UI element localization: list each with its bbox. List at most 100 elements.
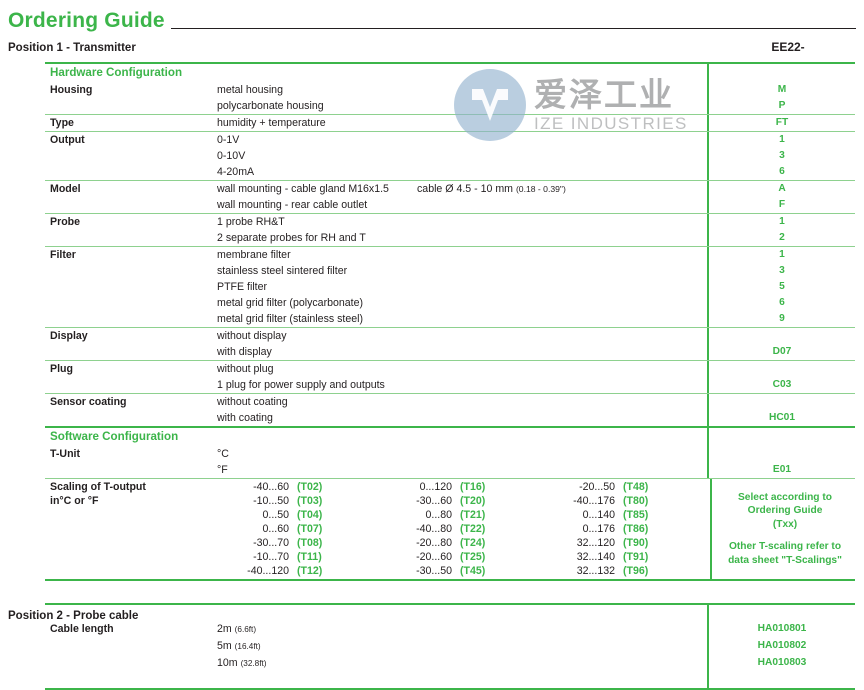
row-code: HC01 [707, 410, 855, 426]
row-code: E01 [707, 462, 855, 478]
row-description: PTFE filter [217, 281, 268, 293]
scaling-code-line: Select according to [738, 491, 832, 503]
scaling-column-3: -20...50 (T48) -40...176 (T80) 0...140 (T85… [543, 480, 706, 578]
spacer-cell [215, 605, 707, 621]
scaling-range: 0...80 [425, 509, 452, 521]
row-code: A [707, 181, 855, 197]
row-label [45, 263, 215, 279]
page-title: Ordering Guide [8, 9, 165, 32]
row-description: membrane filter [217, 249, 291, 261]
row-code: HA010801 [707, 621, 855, 638]
row-code: 6 [707, 295, 855, 311]
scaling-code-note: Other T-scaling refer to [728, 541, 842, 553]
row-label [45, 655, 215, 672]
scaling-range: -20...50 [579, 481, 615, 493]
row-description: 1 probe RH&T [217, 216, 285, 228]
scaling-range: 0...140 [582, 509, 615, 521]
row-description-note: cable Ø 4.5 - 10 mm (0.18 - 0.39") [417, 182, 566, 196]
row-label: Probe [50, 216, 81, 228]
row-label: Housing [50, 84, 93, 96]
table-row: Plug without plug [45, 360, 855, 377]
table-row: °F E01 [45, 462, 855, 478]
row-code: 3 [707, 263, 855, 279]
scaling-code: (T91) [623, 551, 649, 563]
row-label: Cable length [50, 623, 114, 635]
cable-length-feet: (32.8ft) [240, 659, 267, 668]
row-description: 5m (16.4ft) [215, 638, 707, 655]
position-1-table: Hardware Configuration Housing metal hou… [45, 62, 855, 581]
scaling-code: (T12) [297, 565, 323, 577]
scaling-entry: -30...60 (T20) [380, 494, 543, 508]
table-row: Type humidity + temperature FT [45, 114, 855, 131]
row-description: metal housing [217, 84, 283, 96]
row-description: without plug [217, 363, 274, 375]
scaling-column-2: 0...120 (T16) -30...60 (T20) 0...80 (T21) -… [380, 480, 543, 578]
scaling-range: -40...60 [253, 481, 289, 493]
row-label [45, 197, 215, 213]
scaling-entry: 0...50 (T04) [217, 508, 380, 522]
row-code [707, 446, 855, 462]
scaling-code: (T07) [297, 523, 323, 535]
spacer-cell [215, 672, 707, 688]
scaling-code: (T96) [623, 565, 649, 577]
row-label: T-Unit [50, 448, 81, 460]
row-description: polycarbonate housing [217, 100, 324, 112]
row-description: with coating [217, 412, 273, 424]
code-cell-empty [707, 428, 855, 446]
scaling-code: (T20) [460, 495, 486, 507]
row-code: 9 [707, 311, 855, 327]
scaling-entry: 0...80 (T21) [380, 508, 543, 522]
scaling-entry: -40...60 (T02) [217, 480, 380, 494]
software-configuration-group: Software Configuration T-Unit °C °F E01 … [45, 426, 855, 579]
scaling-entry: -40...120 (T12) [217, 564, 380, 578]
table-row-scaling: Scaling of T-output in°C or °F -40...60 (… [45, 478, 855, 579]
row-code: 1 [707, 214, 855, 230]
table-row: wall mounting - rear cable outlet F [45, 197, 855, 213]
scaling-range: -40...80 [416, 523, 452, 535]
scaling-entry: 32...120 (T90) [543, 536, 706, 550]
row-code [707, 361, 855, 377]
scaling-range: -40...176 [573, 495, 615, 507]
hardware-group-title: Hardware Configuration [50, 66, 183, 79]
table-row: stainless steel sintered filter 3 [45, 263, 855, 279]
spacer-cell [45, 605, 215, 621]
scaling-code: (T03) [297, 495, 323, 507]
scaling-range: -20...60 [416, 551, 452, 563]
row-label: Plug [50, 363, 73, 375]
row-label [45, 164, 215, 180]
row-code: FT [707, 115, 855, 131]
row-code: M [707, 82, 855, 98]
row-label: Display [50, 330, 88, 342]
row-label [45, 377, 215, 393]
scaling-entry: -40...176 (T80) [543, 494, 706, 508]
scaling-range: -10...50 [253, 495, 289, 507]
cable-length-feet: (6.6ft) [234, 625, 257, 634]
scaling-label-line2: in°C or °F [50, 495, 99, 507]
table-row: 5m (16.4ft) HA010802 [45, 638, 855, 655]
scaling-code: (T02) [297, 481, 323, 493]
scaling-code-line: (Txx) [772, 518, 798, 530]
scaling-column-1: -40...60 (T02) -10...50 (T03) 0...50 (T04) … [217, 480, 380, 578]
scaling-entry: 32...140 (T91) [543, 550, 706, 564]
row-description: °F [217, 464, 228, 476]
row-code [707, 328, 855, 344]
row-label [45, 638, 215, 655]
cable-length-value: 10m [217, 657, 238, 669]
scaling-range: -10...70 [253, 551, 289, 563]
cable-diameter-note: cable Ø 4.5 - 10 mm [417, 183, 513, 195]
scaling-entry: -20...60 (T25) [380, 550, 543, 564]
table-row: metal grid filter (stainless steel) 9 [45, 311, 855, 327]
row-description: 10m (32.8ft) [215, 655, 707, 672]
row-description: without coating [217, 396, 288, 408]
code-cell-empty [707, 64, 855, 82]
scaling-range: -30...50 [416, 565, 452, 577]
row-description: metal grid filter (polycarbonate) [217, 297, 364, 309]
row-code: HA010803 [707, 655, 855, 672]
table-row: 2 separate probes for RH and T 2 [45, 230, 855, 246]
row-description-text: wall mounting - cable gland M16x1.5 [217, 183, 389, 195]
row-code [707, 394, 855, 410]
row-code: 3 [707, 148, 855, 164]
table-row: PTFE filter 5 [45, 279, 855, 295]
scaling-code-line: Ordering Guide [747, 505, 823, 517]
scaling-entry: -30...50 (T45) [380, 564, 543, 578]
